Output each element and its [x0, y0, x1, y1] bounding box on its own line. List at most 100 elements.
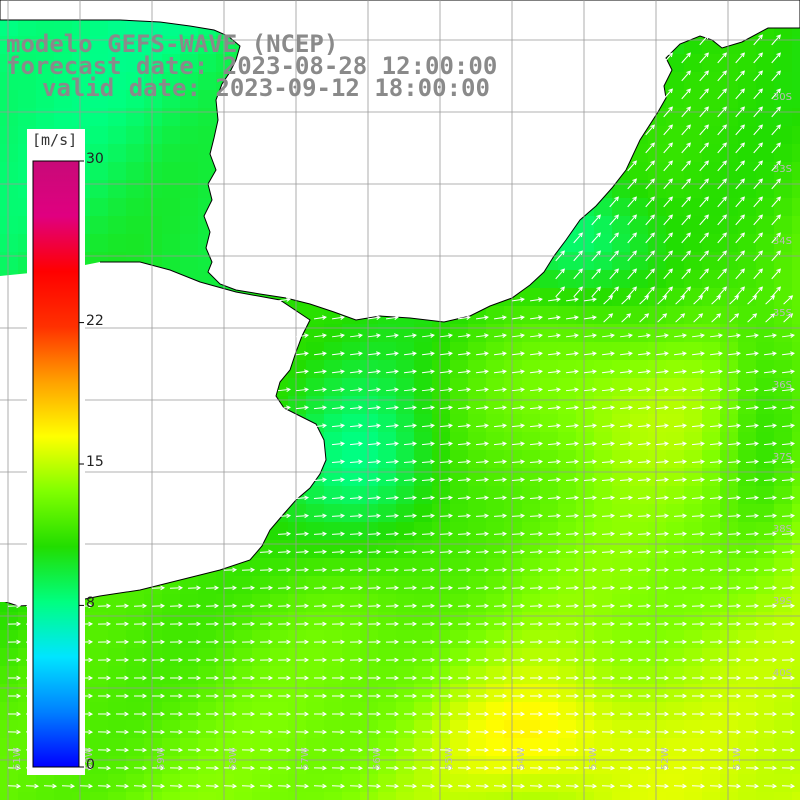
wind-arrow: [367, 351, 381, 356]
speed-cell: [630, 378, 649, 397]
speed-cell: [288, 630, 307, 649]
speed-cell: [324, 702, 343, 721]
speed-cell: [522, 414, 541, 433]
speed-cell: [288, 612, 307, 631]
speed-cell: [198, 684, 217, 703]
wind-arrow: [79, 783, 94, 789]
speed-cell: [378, 612, 397, 631]
wind-arrow: [385, 405, 400, 411]
speed-cell: [414, 684, 433, 703]
wind-arrow: [663, 268, 673, 280]
speed-cell: [594, 648, 613, 667]
wind-arrow: [601, 729, 616, 735]
speed-cell: [162, 792, 181, 800]
wind-arrow: [655, 711, 670, 717]
speed-cell: [252, 666, 271, 685]
speed-cell: [360, 414, 379, 433]
wind-arrow: [745, 351, 759, 356]
wind-arrow: [699, 286, 709, 298]
wind-arrow: [439, 765, 454, 771]
speed-cell: [648, 414, 667, 433]
speed-cell: [432, 738, 451, 757]
speed-cell: [504, 792, 523, 800]
speed-cell: [360, 738, 379, 757]
speed-cell: [504, 702, 523, 721]
wind-arrow: [367, 531, 382, 537]
speed-cell: [144, 738, 163, 757]
speed-cell: [720, 288, 739, 307]
wind-arrow: [367, 405, 382, 411]
speed-cell: [720, 108, 739, 127]
wind-arrow: [627, 160, 637, 172]
wind-arrow: [529, 585, 544, 591]
wind-arrow: [295, 621, 310, 627]
speed-cell: [360, 324, 379, 343]
speed-cell: [432, 630, 451, 649]
speed-cell: [666, 324, 685, 343]
speed-cell: [630, 504, 649, 523]
wind-arrow: [709, 657, 724, 663]
wind-arrow: [295, 711, 310, 717]
wind-arrow: [619, 639, 634, 645]
speed-cell: [468, 756, 487, 775]
wind-arrow: [727, 423, 742, 429]
wind-arrow: [331, 549, 346, 555]
speed-cell: [36, 18, 55, 37]
wind-arrow: [349, 585, 364, 591]
wind-arrow: [493, 549, 508, 555]
speed-cell: [738, 756, 757, 775]
wind-arrow: [711, 313, 722, 323]
speed-cell: [648, 450, 667, 469]
wind-arrow: [187, 675, 202, 681]
speed-cell: [558, 504, 577, 523]
lat-label: 30S: [773, 92, 792, 103]
speed-cell: [342, 792, 361, 800]
speed-cell: [504, 432, 523, 451]
wind-arrow: [637, 333, 651, 338]
wind-arrow: [223, 765, 238, 771]
wind-arrow: [645, 142, 655, 154]
speed-cell: [720, 144, 739, 163]
speed-cell: [738, 126, 757, 145]
speed-cell: [594, 396, 613, 415]
speed-cell: [378, 738, 397, 757]
wind-arrow: [699, 160, 709, 172]
speed-cell: [558, 288, 577, 307]
speed-cell: [414, 558, 433, 577]
speed-cell: [702, 666, 721, 685]
wind-arrow: [385, 387, 399, 393]
speed-cell: [594, 252, 613, 271]
speed-cell: [522, 774, 541, 793]
speed-cell: [108, 108, 127, 127]
wind-arrow: [223, 675, 238, 681]
speed-cell: [360, 468, 379, 487]
speed-cell: [522, 756, 541, 775]
speed-cell: [738, 414, 757, 433]
speed-cell: [216, 684, 235, 703]
speed-cell: [36, 792, 55, 800]
wind-arrow: [439, 531, 454, 537]
speed-cell: [108, 216, 127, 235]
speed-cell: [774, 306, 793, 325]
wind-arrow: [295, 693, 310, 699]
speed-cell: [108, 648, 127, 667]
wind-arrow: [493, 783, 508, 789]
wind-arrow: [573, 250, 583, 262]
speed-cell: [558, 576, 577, 595]
speed-cell: [396, 666, 415, 685]
speed-cell: [288, 594, 307, 613]
wind-arrow: [771, 178, 781, 190]
wind-arrow: [295, 729, 310, 735]
speed-cell: [396, 522, 415, 541]
speed-cell: [180, 90, 199, 109]
wind-arrow: [781, 351, 795, 356]
speed-cell: [738, 270, 757, 289]
speed-cell: [666, 252, 685, 271]
speed-cell: [684, 450, 703, 469]
speed-cell: [504, 522, 523, 541]
speed-cell: [792, 504, 800, 523]
speed-cell: [666, 288, 685, 307]
speed-cell: [720, 558, 739, 577]
speed-cell: [342, 774, 361, 793]
